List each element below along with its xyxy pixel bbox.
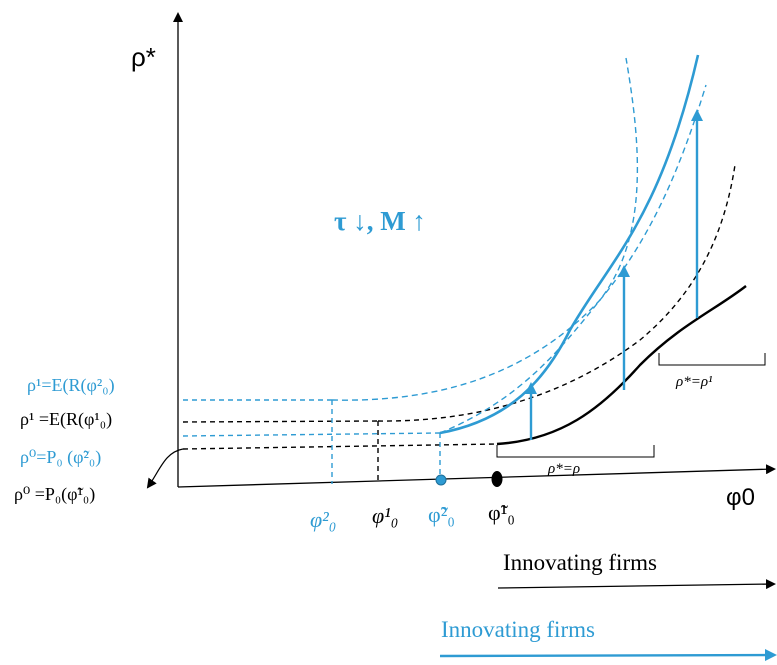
rho1-blue-label: ρ¹=E(R(φ²₀) (27, 375, 115, 396)
rho0-blue-dashed-level (182, 432, 441, 437)
phi1-0-tick-label: φ¹₀ (372, 503, 398, 528)
innovating-firms-black-label: Innovating firms (503, 550, 657, 575)
y-axis-label: ρ* (131, 42, 156, 72)
innovating-firms-black-arrow (497, 579, 776, 590)
upper-bracket-label: ρ*=ρ¹ (675, 374, 713, 390)
blue-solid-curve (439, 54, 700, 435)
phi1-tilde-marker (491, 471, 503, 487)
black-dashed-curve (377, 164, 736, 422)
lower-bracket-label: ρ*=ρ (547, 461, 580, 477)
phi2-tilde-marker (435, 474, 447, 486)
innovating-firms-blue-arrow (439, 649, 777, 662)
innovating-firms-blue-label: Innovating firms (441, 617, 595, 642)
upper-bracket (658, 353, 766, 366)
rho0-black-dashed-level (182, 443, 498, 450)
rho0-black-label: ρ⁰ =P₀(φ̃¹₀) (14, 484, 95, 505)
policy-change-annotation: τ ↓, M ↑ (334, 206, 426, 236)
phi1-tilde-tick-label: φ̃¹₀ (488, 500, 515, 525)
rho1-black-dashed-level (182, 420, 379, 423)
rho1-black-label: ρ¹ =E(R(φ¹₀) (20, 409, 112, 430)
phi2-0-tick-label: φ²₀ (310, 507, 336, 532)
black-solid-curve (496, 285, 747, 446)
phi2-tilde-tick-label: φ̃²₀ (428, 502, 455, 527)
lower-bracket (496, 445, 655, 458)
x-axis (177, 464, 776, 488)
x-axis-label: φ0 (726, 484, 755, 511)
blue-dashed-upper-curve (439, 84, 707, 434)
rho0-pointer-arrow (146, 448, 184, 489)
rho0-blue-label: ρ⁰=P₀ (φ̃²₀) (20, 447, 101, 468)
